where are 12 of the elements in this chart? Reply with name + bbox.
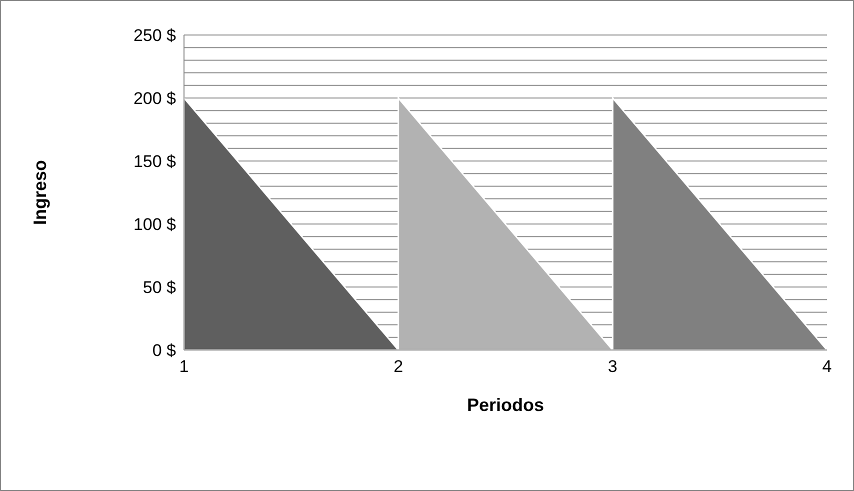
- x-tick-label: 3: [608, 357, 618, 376]
- x-tick-label: 4: [822, 357, 832, 376]
- y-axis-title: Ingreso: [30, 160, 50, 226]
- x-tick-label: 2: [394, 357, 404, 376]
- x-tick-label: 1: [179, 357, 189, 376]
- y-tick-label: 250 $: [133, 26, 177, 45]
- y-tick-label: 200 $: [133, 88, 177, 108]
- x-axis-title: Periodos: [466, 395, 544, 415]
- y-tick-label: 50 $: [142, 278, 177, 297]
- y-tick-label: 150 $: [133, 152, 177, 171]
- y-tick-label: 100 $: [133, 214, 177, 234]
- y-tick-label: 0 $: [152, 340, 177, 360]
